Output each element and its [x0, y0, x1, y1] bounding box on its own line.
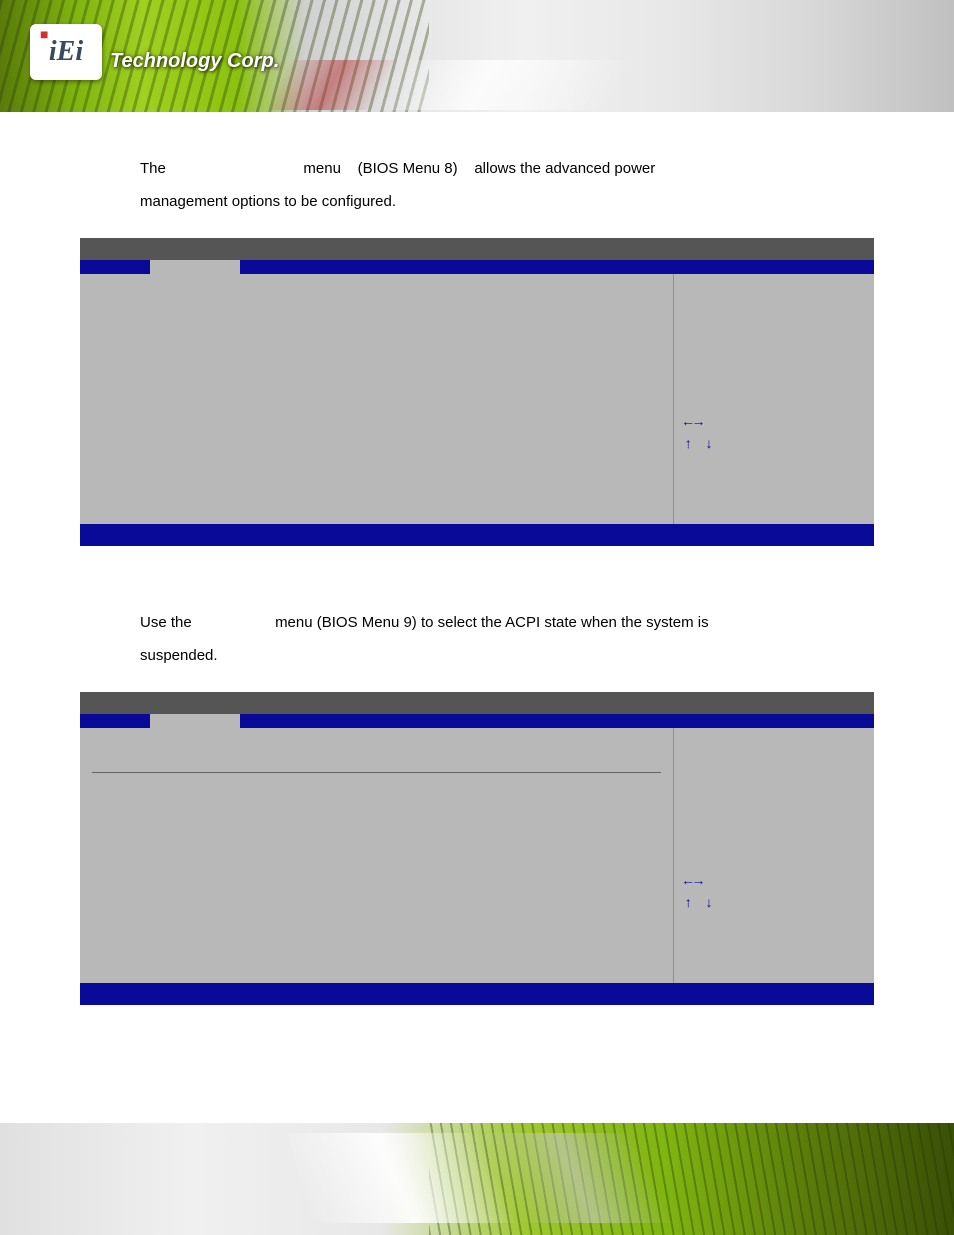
text: management options to be configured.: [140, 193, 396, 210]
bios-tab-row: [80, 260, 874, 274]
text: Use the: [140, 614, 192, 631]
bios-main-panel: ←→ ↑ ↓: [80, 728, 874, 983]
header-banner: ■ iEi Technology Corp.: [0, 0, 954, 112]
header-tagline: Technology Corp.: [110, 50, 279, 73]
logo-badge: ■ iEi: [30, 24, 102, 80]
text: (BIOS Menu 8): [358, 160, 458, 177]
logo-text: iEi: [49, 36, 83, 68]
bios-title-bar: [80, 692, 874, 714]
page-body: The menu (BIOS Menu 8) allows the advanc…: [0, 112, 954, 1005]
bios-active-tab: [150, 714, 240, 728]
bios-left-panel: [80, 728, 674, 983]
bios-title-bar: [80, 238, 874, 260]
bios-tab-row: [80, 714, 874, 728]
text: menu: [303, 160, 341, 177]
nav-arrows-lr-icon: ←→: [684, 871, 864, 893]
bios-box-2: ←→ ↑ ↓: [80, 692, 874, 1005]
text: The: [140, 160, 166, 177]
nav-arrows-ud-icon: ↑ ↓: [684, 893, 864, 915]
bios-active-tab: [150, 260, 240, 274]
bios-help-panel: ←→ ↑ ↓: [674, 274, 874, 524]
bios-help-panel: ←→ ↑ ↓: [674, 728, 874, 983]
section1-prose: The menu (BIOS Menu 8) allows the advanc…: [140, 152, 854, 218]
nav-arrows-ud-icon: ↑ ↓: [684, 434, 864, 456]
bios-footer-bar: [80, 983, 874, 1005]
bios-left-panel: [80, 274, 674, 524]
logo-accent: ■: [40, 28, 48, 44]
text: allows the advanced power: [474, 160, 655, 177]
bios-footer-bar: [80, 524, 874, 546]
bios-box-1: ←→ ↑ ↓: [80, 238, 874, 546]
bios-main-panel: ←→ ↑ ↓: [80, 274, 874, 524]
text: suspended.: [140, 647, 218, 664]
section2-prose: Use the menu (BIOS Menu 9) to select the…: [140, 606, 854, 672]
text: menu (BIOS Menu 9) to select the ACPI st…: [275, 614, 709, 631]
separator-line: [92, 772, 661, 773]
footer-banner: [0, 1123, 954, 1235]
nav-arrows-lr-icon: ←→: [684, 412, 864, 434]
